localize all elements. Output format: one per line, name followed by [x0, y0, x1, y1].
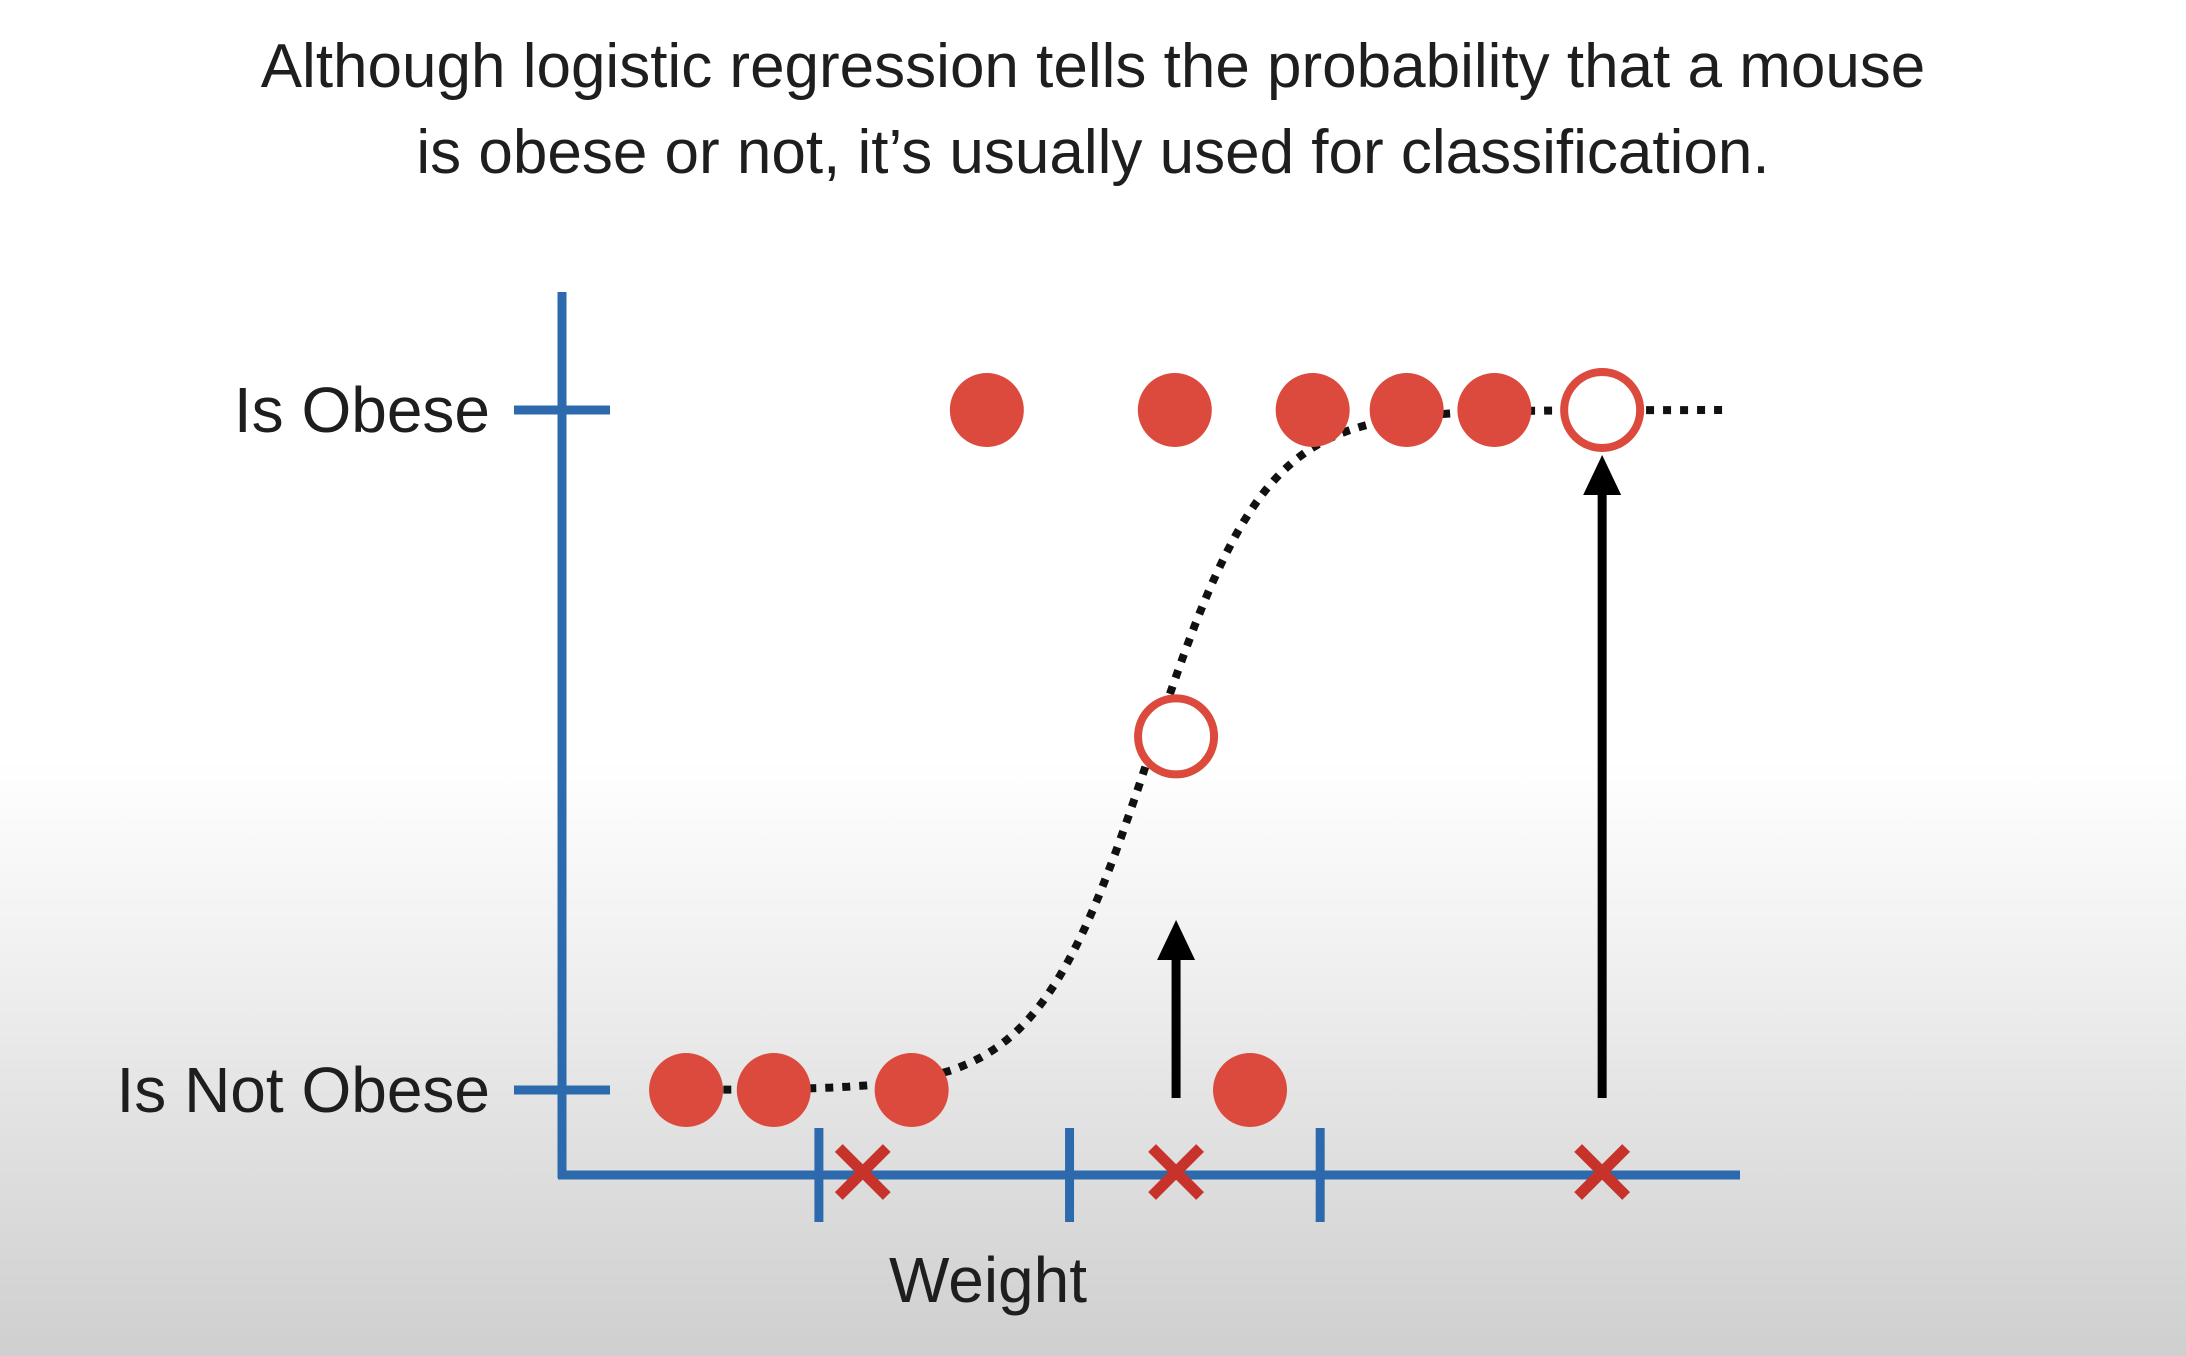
prediction-arrow-head-2 — [1583, 455, 1622, 495]
point-obese-4 — [1457, 373, 1532, 447]
point-obese-2 — [1275, 373, 1350, 447]
prediction-x-marker-2 — [1574, 1144, 1631, 1200]
y-tick-label-0: Is Not Obese — [117, 1054, 491, 1126]
prediction-arrow-head-1 — [1157, 920, 1196, 960]
point-obese-1 — [1137, 373, 1212, 447]
x-axis-label: Weight — [889, 1244, 1087, 1316]
axes — [514, 292, 1740, 1222]
sigmoid-curve — [672, 406, 1728, 1094]
caption-line-1: Although logistic regression tells the p… — [260, 32, 1926, 101]
axis-labels: Is Not Obese Is Obese Weight — [117, 374, 1088, 1316]
point-not-obese-3 — [1213, 1053, 1288, 1127]
point-not-obese-1 — [736, 1053, 811, 1127]
point-obese-0 — [949, 373, 1024, 447]
prediction-x-marker-1 — [1148, 1144, 1204, 1200]
point-obese-3 — [1369, 373, 1444, 447]
y-tick-label-1: Is Obese — [234, 374, 490, 446]
prediction-x-marker-0 — [834, 1144, 891, 1200]
prediction-hollow-point-2 — [1560, 368, 1645, 452]
caption-line-2: is obese or not, it’s usually used for c… — [416, 118, 1770, 187]
predictions — [834, 368, 1645, 1200]
data-points — [649, 373, 1532, 1127]
point-not-obese-2 — [874, 1053, 949, 1127]
point-not-obese-0 — [649, 1053, 724, 1127]
slide-caption: Although logistic regression tells the p… — [0, 24, 2186, 196]
sigmoid-curve-layer — [672, 406, 1728, 1094]
prediction-hollow-point-1 — [1134, 694, 1219, 779]
